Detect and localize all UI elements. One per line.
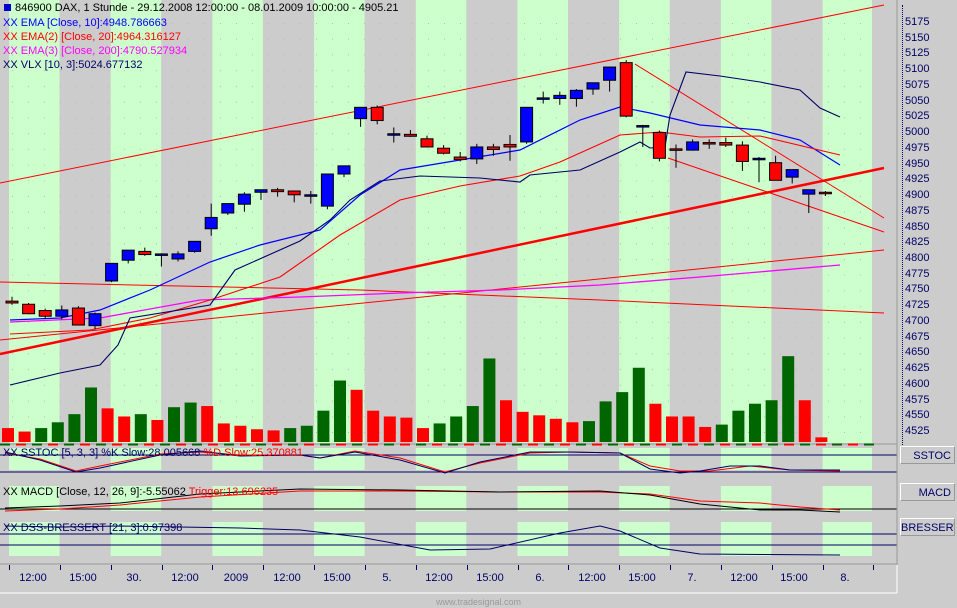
time-tick-mark <box>720 565 722 570</box>
candlesticks <box>5 60 832 330</box>
time-tick-mark <box>517 565 519 570</box>
price-tick: 4700 <box>905 314 930 327</box>
price-tick: 5125 <box>905 47 930 60</box>
price-tick: 4550 <box>905 409 930 422</box>
time-tick-mark <box>9 565 10 570</box>
time-tick: 15:00 <box>628 572 656 584</box>
time-tick: 15:00 <box>69 572 97 584</box>
time-tick-mark <box>364 565 366 570</box>
sstoc-panel-label[interactable]: SSTOC <box>900 446 955 464</box>
time-tick: 8. <box>840 572 850 584</box>
time-tick-mark <box>670 565 672 570</box>
time-tick: 12:00 <box>730 572 758 584</box>
legend-ema10[interactable]: XX EMA [Close, 10]:4948.786663 <box>3 17 167 29</box>
price-tick: 4800 <box>905 251 930 264</box>
price-axis-line <box>902 5 903 445</box>
time-tick: 12:00 <box>19 572 47 584</box>
macd-legend[interactable]: XX MACD [Close, 12, 26, 9]:-5.55062 Trig… <box>3 486 278 498</box>
chart-frame <box>0 0 898 594</box>
price-tick: 4650 <box>905 346 930 359</box>
price-tick: 5025 <box>905 110 930 123</box>
time-tick: 15:00 <box>476 572 504 584</box>
time-tick-mark <box>873 565 875 570</box>
dss-legend[interactable]: XX DSS-BRESSERT [21, 3]:0.97398 <box>3 522 182 534</box>
price-tick: 4850 <box>905 220 930 233</box>
price-tick: 4600 <box>905 377 930 390</box>
legend-vlx[interactable]: XX VLX [10, 3]:5024.677132 <box>3 59 143 71</box>
price-tick: 4925 <box>905 173 930 186</box>
price-tick: 4675 <box>905 330 930 343</box>
price-tick: 5050 <box>905 94 930 107</box>
chart-title-text: 846900 DAX, 1 Stunde - 29.12.2008 12:00:… <box>15 2 399 14</box>
time-tick-mark <box>568 565 570 570</box>
time-tick-mark <box>822 565 824 570</box>
price-tick: 4725 <box>905 299 930 312</box>
time-tick: 2009 <box>223 572 249 584</box>
time-tick-mark <box>619 565 621 570</box>
time-tick-mark <box>161 565 163 570</box>
dss-label: XX DSS-BRESSERT [21, 3]:0.97398 <box>3 522 183 534</box>
time-tick: 12:00 <box>273 572 301 584</box>
time-tick-mark <box>314 565 316 570</box>
price-tick: 4750 <box>905 283 930 296</box>
price-tick: 4775 <box>905 267 930 280</box>
time-tick-mark <box>212 565 214 570</box>
time-tick: 6. <box>535 572 545 584</box>
price-tick: 5150 <box>905 31 930 44</box>
watermark: www.tradesignal.com <box>436 597 522 607</box>
time-tick: 12:00 <box>171 572 199 584</box>
price-tick: 4625 <box>905 362 930 375</box>
legend-ema200[interactable]: XX EMA(3) [Close, 200]:4790.527934 <box>3 45 188 57</box>
grid-dots <box>12 23 861 433</box>
time-tick: 15:00 <box>780 572 808 584</box>
session-bands <box>9 0 872 556</box>
time-tick-mark <box>263 565 265 570</box>
volume-bars <box>2 356 828 442</box>
price-tick: 5100 <box>905 63 930 76</box>
price-tick: 4525 <box>905 425 930 437</box>
time-tick: 15:00 <box>323 572 351 584</box>
price-tick: 4875 <box>905 204 930 217</box>
indicator-panels <box>0 450 897 556</box>
sstoc-d-label: %D Slow:25.370881 <box>203 447 304 459</box>
price-tick: 4900 <box>905 189 930 202</box>
price-tick: 4950 <box>905 157 930 170</box>
legend-ema20[interactable]: XX EMA(2) [Close, 20]:4964.316127 <box>3 31 181 43</box>
sstoc-k-label: XX SSTOC [5, 3, 3] %K Slow:28.005668 <box>3 447 201 459</box>
time-tick: 5. <box>382 572 392 584</box>
time-tick-mark <box>110 565 112 570</box>
time-tick-mark <box>415 565 417 570</box>
sstoc-legend[interactable]: XX SSTOC [5, 3, 3] %K Slow:28.005668 %D … <box>3 447 303 459</box>
time-tick: 12:00 <box>578 572 606 584</box>
macd-trigger-label: Trigger:13.696235 <box>188 486 279 498</box>
time-tick: 30. <box>126 572 142 584</box>
macd-main-label: XX MACD [Close, 12, 26, 9]:-5.55062 <box>3 486 186 498</box>
chart-title: 846900 DAX, 1 Stunde - 29.12.2008 12:00:… <box>3 1 398 16</box>
time-tick: 12:00 <box>425 572 453 584</box>
macd-panel-label[interactable]: MACD <box>900 483 955 501</box>
price-tick: 4825 <box>905 236 930 249</box>
time-tick-mark <box>771 565 773 570</box>
square-marker-icon <box>4 4 11 12</box>
price-tick: 4575 <box>905 393 930 406</box>
price-tick: 5075 <box>905 78 930 91</box>
time-tick: 7. <box>687 572 697 584</box>
price-tick: 5000 <box>905 126 930 139</box>
price-tick: 4975 <box>905 141 930 154</box>
time-tick-mark <box>466 565 468 570</box>
time-tick-mark <box>59 565 61 570</box>
price-tick: 5175 <box>905 16 930 28</box>
indicator-lines <box>0 4 885 386</box>
dss-panel-label[interactable]: BRESSERT <box>900 518 955 536</box>
